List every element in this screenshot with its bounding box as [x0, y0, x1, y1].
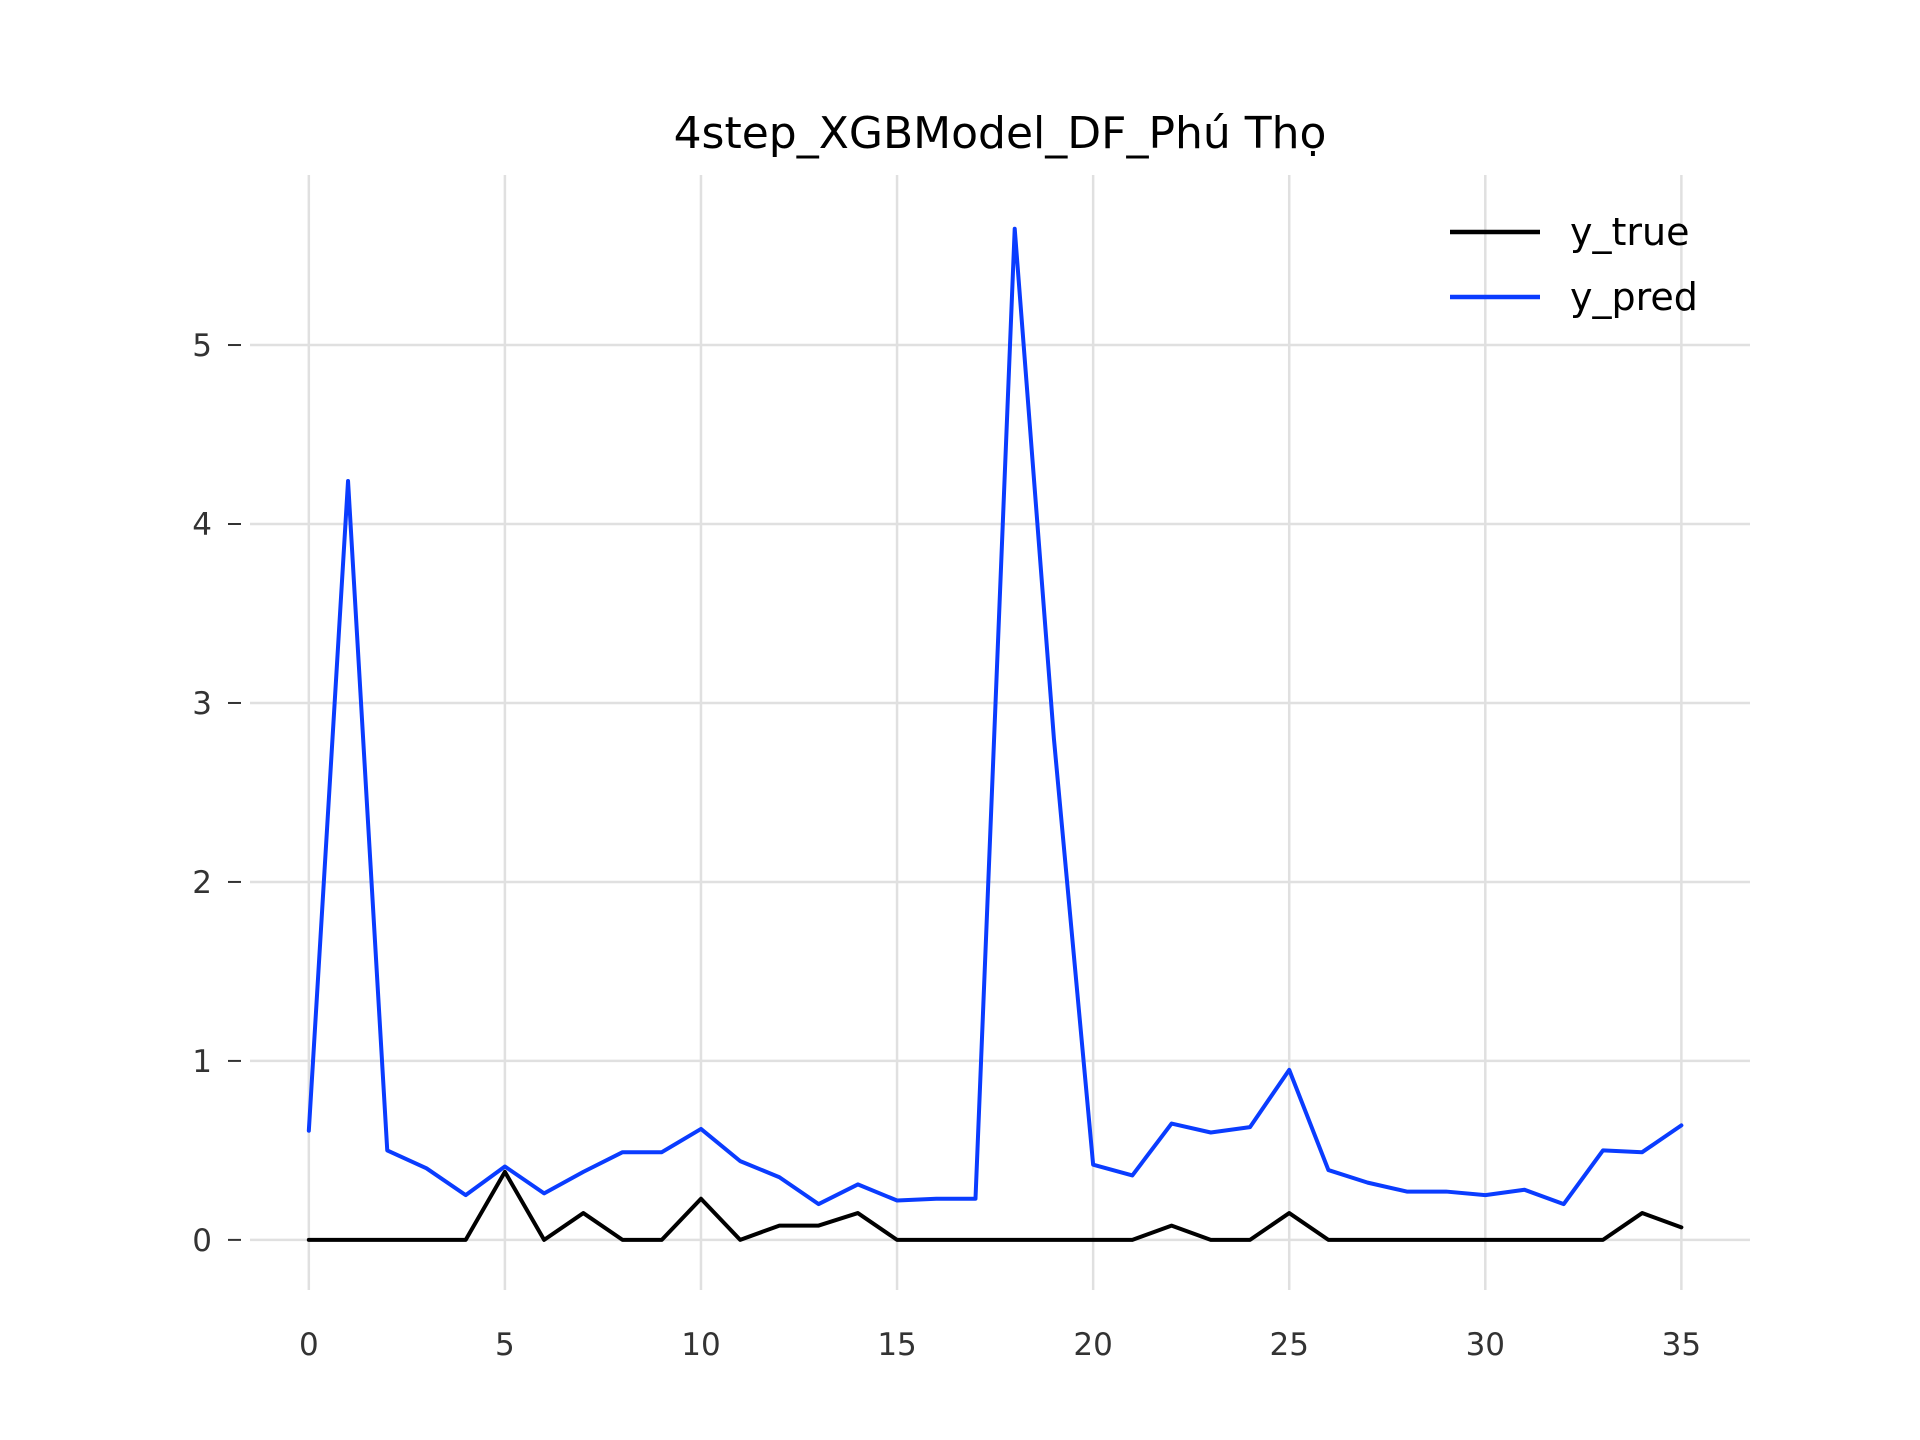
x-tick-label: 5	[495, 1327, 515, 1363]
x-tick-label: 10	[681, 1327, 720, 1363]
axes: 0 5 10 15 20 25 30 35 0 1 2 3 4 5	[192, 328, 1701, 1363]
y-tick-label: 5	[192, 328, 212, 364]
legend-label-y-pred: y_pred	[1570, 275, 1698, 319]
series-lines	[306, 226, 1684, 1242]
y-tick-label: 1	[192, 1044, 212, 1080]
chart-title: 4step_XGBModel_DF_Phú Thọ	[674, 108, 1327, 159]
x-tick-label: 20	[1073, 1327, 1112, 1363]
series-line-y-true	[306, 1169, 1684, 1242]
legend: y_true y_pred	[1450, 210, 1698, 319]
series-line-y-pred	[306, 226, 1684, 1207]
legend-label-y-true: y_true	[1570, 210, 1689, 254]
y-tick-label: 2	[192, 865, 212, 901]
x-tick-label: 30	[1466, 1327, 1505, 1363]
y-tick-label: 0	[192, 1223, 212, 1259]
x-tick-label: 35	[1662, 1327, 1701, 1363]
grid	[250, 175, 1750, 1290]
y-tick-label: 3	[192, 686, 212, 722]
x-tick-label: 25	[1269, 1327, 1308, 1363]
y-tick-label: 4	[192, 507, 212, 543]
x-tick-label: 15	[877, 1327, 916, 1363]
x-tick-label: 0	[299, 1327, 319, 1363]
